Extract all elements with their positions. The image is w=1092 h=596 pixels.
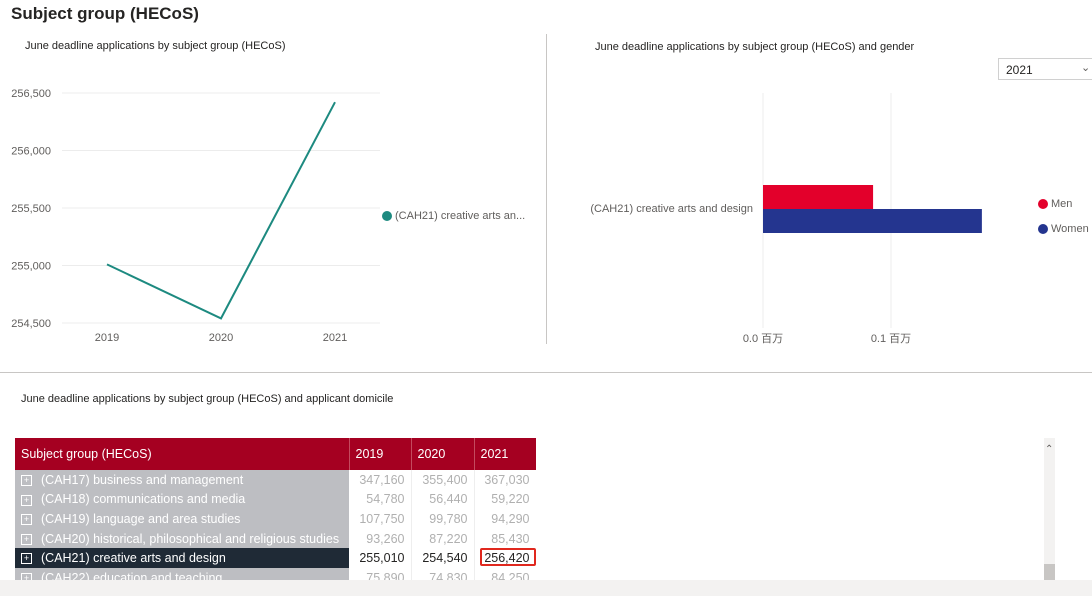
value-cell[interactable]: 255,010 xyxy=(349,548,412,568)
bar-women[interactable] xyxy=(763,209,982,233)
row-label: (CAH21) creative arts and design xyxy=(41,551,226,566)
bar-men[interactable] xyxy=(763,185,874,209)
table-row[interactable]: + (CAH18) communications and media 54,780 5… xyxy=(15,489,536,510)
expand-icon[interactable]: + xyxy=(21,514,32,526)
row-header-cell[interactable]: + (CAH17) business and management xyxy=(15,470,349,490)
value-cell[interactable]: 93,260 xyxy=(349,528,412,549)
value-cell[interactable]: 56,440 xyxy=(411,489,475,510)
row-label: (CAH22) education and teaching xyxy=(41,570,223,580)
series-line[interactable] xyxy=(106,101,336,320)
column-header-2020[interactable]: 2020 xyxy=(411,438,475,470)
bottom-bar xyxy=(0,580,1092,596)
value-cell[interactable]: 347,160 xyxy=(349,470,412,490)
table-row[interactable]: + (CAH17) business and management 347,160 3… xyxy=(15,470,536,490)
value-cell[interactable]: 84,250 xyxy=(474,567,536,580)
expand-icon[interactable]: + xyxy=(21,553,32,565)
value-cell[interactable]: 87,220 xyxy=(411,528,475,549)
y-category-label: (CAH21) creative arts and design xyxy=(590,203,753,215)
value-cell[interactable]: 107,750 xyxy=(349,509,412,529)
table-row[interactable]: + (CAH21) creative arts and design 255,010… xyxy=(15,548,536,568)
x-tick-label: 2021 xyxy=(323,332,347,344)
value-cell[interactable]: 54,780 xyxy=(349,489,412,510)
value-cell[interactable]: 99,780 xyxy=(411,509,475,529)
year-dropdown-value: 2021 xyxy=(1006,63,1033,77)
table-scrollbar[interactable]: ⌃ xyxy=(1044,438,1055,580)
highlight-box xyxy=(480,548,536,566)
value-cell[interactable]: 74,830 xyxy=(411,567,475,580)
y-tick-label: 256,000 xyxy=(11,146,51,158)
table-header-row: Subject group (HECoS) 2019 2020 2021 xyxy=(15,438,536,470)
expand-icon[interactable]: + xyxy=(21,494,32,506)
data-point[interactable] xyxy=(105,262,109,266)
matrix-table: Subject group (HECoS) 2019 2020 2021 + (C… xyxy=(15,438,536,580)
x-tick-label: 2019 xyxy=(95,332,119,344)
column-header-2019[interactable]: 2019 xyxy=(349,438,412,470)
line-chart: 254,500 255,000 255,500 256,000 256,500 2019 2… xyxy=(11,88,380,344)
expand-icon[interactable]: + xyxy=(21,475,32,486)
line-chart-title: June deadline applications by subject gr… xyxy=(25,40,286,52)
bar-legend-label-men: Men xyxy=(1051,198,1073,210)
line-legend-label: (CAH21) creative arts an... xyxy=(395,210,526,222)
row-header-cell[interactable]: + (CAH21) creative arts and design xyxy=(15,548,349,568)
horizontal-divider xyxy=(0,372,1092,373)
data-point[interactable] xyxy=(219,316,223,320)
vertical-divider xyxy=(546,34,547,344)
bar-legend-women[interactable]: Women xyxy=(1038,223,1089,235)
data-point[interactable] xyxy=(333,100,337,104)
bar-legend-men[interactable]: Men xyxy=(1038,198,1072,210)
value-cell[interactable]: 85,430 xyxy=(474,528,536,549)
row-header-cell[interactable]: + (CAH20) historical, philosophical and r… xyxy=(15,528,349,549)
line-legend[interactable]: (CAH21) creative arts an... xyxy=(382,210,525,222)
value-cell[interactable]: 94,290 xyxy=(474,509,536,529)
row-label: (CAH20) historical, philosophical and re… xyxy=(41,531,340,546)
y-tick-label: 254,500 xyxy=(11,318,51,330)
column-header-subject[interactable]: Subject group (HECoS) xyxy=(15,438,350,470)
scroll-up-icon[interactable]: ⌃ xyxy=(1045,444,1054,455)
scroll-thumb[interactable] xyxy=(1044,564,1055,580)
row-label: (CAH17) business and management xyxy=(41,472,244,487)
chevron-down-icon: ⌄ xyxy=(1081,62,1091,74)
value-cell[interactable]: 254,540 xyxy=(411,548,475,568)
y-tick-label: 255,000 xyxy=(11,261,51,273)
y-tick-label: 255,500 xyxy=(11,203,51,215)
bar-chart: 0.0 百万0.1 百万0.2 ...(CAH21) creative arts… xyxy=(590,93,982,345)
row-label: (CAH19) language and area studies xyxy=(41,511,241,526)
expand-icon[interactable]: + xyxy=(21,533,32,545)
value-cell[interactable]: 59,220 xyxy=(474,489,536,510)
value-cell[interactable]: 355,400 xyxy=(411,470,475,490)
value-cell[interactable]: 367,030 xyxy=(474,470,536,490)
legend-dot-icon xyxy=(1038,224,1048,234)
value-cell[interactable]: 75,890 xyxy=(349,567,412,580)
bar-legend-label-women: Women xyxy=(1051,223,1089,235)
row-header-cell[interactable]: + (CAH18) communications and media xyxy=(15,489,349,510)
page-title: Subject group (HECoS) xyxy=(11,4,199,23)
x-tick-label: 0.1 百万 xyxy=(871,333,911,345)
column-header-2021[interactable]: 2021 xyxy=(474,438,536,470)
row-header-cell[interactable]: + (CAH19) language and area studies xyxy=(15,509,349,529)
x-tick-label: 2020 xyxy=(209,332,233,344)
table-row[interactable]: + (CAH20) historical, philosophical and r… xyxy=(15,528,536,549)
value-cell[interactable]: 256,420 xyxy=(474,548,536,568)
table-row[interactable]: + (CAH19) language and area studies 107,75… xyxy=(15,509,536,529)
bar-chart-title: June deadline applications by subject gr… xyxy=(595,41,915,53)
row-header-cell[interactable]: + (CAH22) education and teaching xyxy=(15,567,349,580)
expand-icon[interactable]: + xyxy=(21,572,32,580)
x-tick-label: 0.0 百万 xyxy=(743,333,783,345)
legend-dot-icon xyxy=(382,211,392,221)
row-label: (CAH18) communications and media xyxy=(41,492,246,507)
table-row[interactable]: + (CAH22) education and teaching 75,890 74,… xyxy=(15,567,536,580)
y-tick-label: 256,500 xyxy=(11,88,51,100)
year-dropdown[interactable]: 2021 ⌄ xyxy=(998,58,1092,80)
legend-dot-icon xyxy=(1038,199,1048,209)
table-title: June deadline applications by subject gr… xyxy=(21,393,394,405)
